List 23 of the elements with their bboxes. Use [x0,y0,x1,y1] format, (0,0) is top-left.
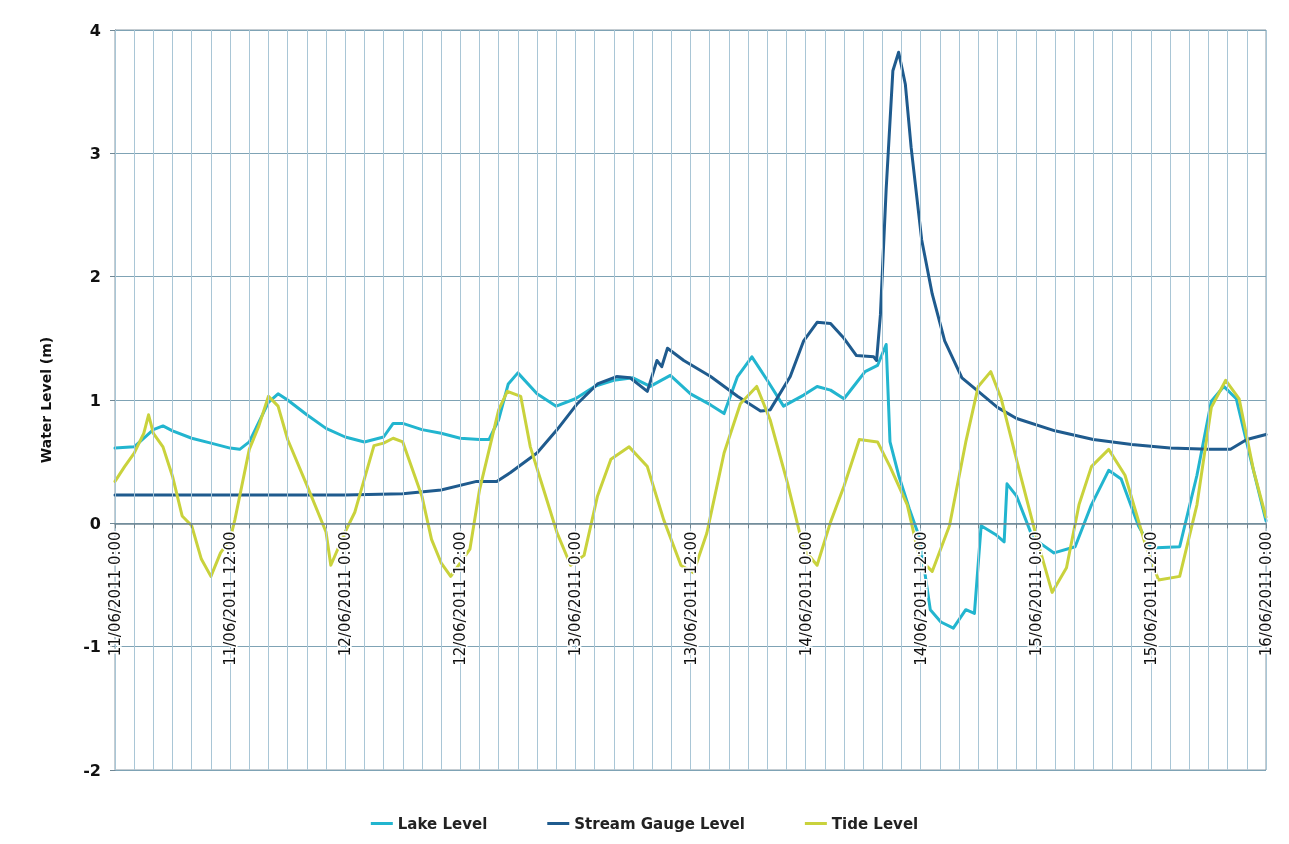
x-tick-label: 13/06/2011 12:00 [681,531,700,666]
legend-label: Tide Level [831,814,919,833]
y-tick-label: 1 [89,390,101,410]
y-axis-title: Water Level (m) [38,336,54,464]
x-tick-label: 12/06/2011 0:00 [336,531,355,657]
y-tick-label: 0 [89,513,101,533]
line-series [113,50,1268,497]
x-tick-label: 15/06/2011 0:00 [1026,531,1045,657]
x-tick-label: 13/06/2011 0:00 [566,531,585,657]
x-tick-label: 15/06/2011 12:00 [1141,531,1160,666]
y-tick-label: 3 [89,143,101,163]
x-tick-label: 14/06/2011 12:00 [911,531,930,666]
y-tick-label: 4 [89,20,101,40]
y-tick-label: -1 [83,637,101,657]
x-tick-label: 16/06/2011 0:00 [1257,531,1275,657]
x-tick-label: 11/06/2011 12:00 [221,531,240,666]
x-tick-label: 11/06/2011 0:00 [106,531,124,657]
legend-label: Lake Level [397,814,488,833]
x-tick-label: 12/06/2011 12:00 [451,531,470,666]
legend-label: Stream Gauge Level [574,814,745,833]
x-tick-label: 14/06/2011 0:00 [796,531,815,657]
y-tick-label: -2 [83,760,101,780]
y-tick-label: 2 [89,267,101,287]
